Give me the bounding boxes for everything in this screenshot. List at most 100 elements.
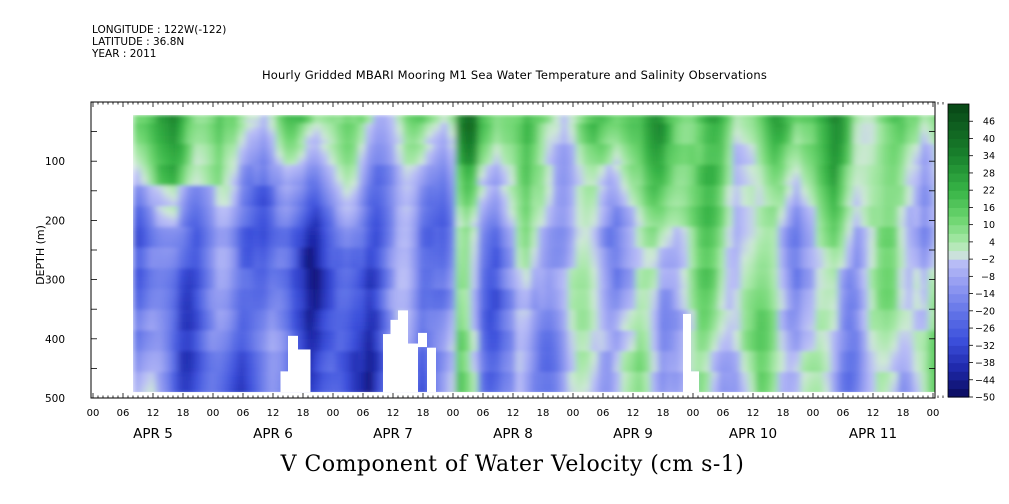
colorbar-band xyxy=(948,155,969,165)
colorbar-band xyxy=(948,224,969,234)
colorbar-band xyxy=(948,198,969,209)
y-tick-label: 400 xyxy=(45,334,65,346)
x-tick-label: 12 xyxy=(867,408,880,419)
y-tick-label: 100 xyxy=(45,156,65,168)
colorbar-band xyxy=(948,241,969,252)
colorbar-tick-label: 16 xyxy=(983,203,995,214)
colorbar-band xyxy=(948,121,969,131)
colorbar-tick-label: −50 xyxy=(975,393,995,404)
y-axis-label: DEPTH (m) xyxy=(34,225,47,285)
chart-title: Hourly Gridded MBARI Mooring M1 Sea Wate… xyxy=(261,68,768,82)
chart-caption: V Component of Water Velocity (cm s-1) xyxy=(280,452,745,477)
colorbar-band xyxy=(948,353,969,364)
colorbar-band xyxy=(948,112,969,122)
x-tick-label: 12 xyxy=(387,408,400,419)
y-tick-label: 200 xyxy=(45,215,65,227)
colorbar-tick-label: −2 xyxy=(981,255,995,266)
x-tick-label: 06 xyxy=(837,408,850,419)
colorbar-tick-label: 28 xyxy=(983,168,995,179)
colorbar-band xyxy=(948,207,969,217)
day-label: APR 6 xyxy=(253,426,293,442)
colorbar-band xyxy=(948,284,969,295)
colorbar-band xyxy=(948,181,969,191)
colorbar-frame xyxy=(947,103,970,398)
x-tick-label: 06 xyxy=(237,408,250,419)
x-tick-label: 18 xyxy=(897,408,910,419)
colorbar-band xyxy=(948,328,969,338)
colorbar-band xyxy=(948,267,969,277)
x-tick-label: 00 xyxy=(927,408,940,419)
day-label: APR 11 xyxy=(849,426,897,442)
x-tick-label: 00 xyxy=(687,408,700,419)
x-tick-label: 00 xyxy=(807,408,820,419)
day-label: APR 5 xyxy=(133,426,173,442)
day-label: APR 10 xyxy=(729,426,777,442)
year-text: YEAR : 2011 xyxy=(92,48,157,60)
colorbar-tick-label: 22 xyxy=(983,186,995,197)
colorbar-tick-label: −20 xyxy=(975,306,995,317)
colorbar-band xyxy=(948,164,969,174)
colorbar-band xyxy=(948,138,969,148)
x-tick-label: 06 xyxy=(357,408,370,419)
colorbar-band xyxy=(948,319,969,329)
x-tick-label: 06 xyxy=(717,408,730,419)
y-tick-label: 300 xyxy=(45,275,65,287)
colorbar-band xyxy=(948,388,969,398)
colorbar-tick-label: 46 xyxy=(983,117,995,128)
x-tick-label: 06 xyxy=(597,408,610,419)
x-tick-label: 00 xyxy=(567,408,580,419)
colorbar-band xyxy=(948,379,969,389)
colorbar-band xyxy=(948,147,969,157)
day-label: APR 7 xyxy=(373,426,413,442)
x-tick-label: 18 xyxy=(537,408,550,419)
colorbar-tick-label: 4 xyxy=(989,237,995,248)
colorbar-tick-label: −8 xyxy=(981,272,995,283)
day-label: APR 9 xyxy=(613,426,653,442)
colorbar-band xyxy=(948,250,969,260)
x-tick-label: 18 xyxy=(657,408,670,419)
colorbar-tick-label: 40 xyxy=(983,134,995,145)
colorbar-band xyxy=(948,310,969,321)
colorbar-band xyxy=(948,172,969,183)
colorbar-band xyxy=(948,233,969,243)
colorbar-tick-label: −32 xyxy=(975,341,995,352)
colorbar-band xyxy=(948,216,969,226)
axes: 00 06 12 18 00 06 12 18 00 06 12 18 00 06 12 18 00 06 12 18… xyxy=(45,101,944,442)
x-tick-label: 12 xyxy=(627,408,640,419)
colorbar-tick-label: −38 xyxy=(975,358,995,369)
colorbar-band xyxy=(948,104,969,114)
colorbar-tick-label: −44 xyxy=(975,375,995,386)
x-tick-label: 00 xyxy=(87,408,100,419)
heatmap-field xyxy=(133,115,935,394)
colorbar-band xyxy=(948,259,969,269)
latitude-text: LATITUDE : 36.8N xyxy=(92,36,185,48)
colorbar-tick-label: 34 xyxy=(983,151,995,162)
x-tick-label: 00 xyxy=(207,408,220,419)
x-tick-label: 12 xyxy=(747,408,760,419)
colorbar-band xyxy=(948,293,969,303)
x-tick-label: 00 xyxy=(327,408,340,419)
x-tick-label: 12 xyxy=(147,408,160,419)
x-tick-label: 00 xyxy=(447,408,460,419)
colorbar-band xyxy=(948,345,969,355)
x-tick-label: 06 xyxy=(477,408,490,419)
day-label: APR 8 xyxy=(493,426,533,442)
longitude-text: LONGITUDE : 122W(-122) xyxy=(92,24,227,36)
x-tick-label: 18 xyxy=(297,408,310,419)
colorbar-band xyxy=(948,371,969,381)
colorbar: 46 40 34 28 22 16 10 4 −2 −8 −14 −20 −26 −32 −38 −44 −50 xyxy=(947,103,995,404)
plot-area xyxy=(91,102,935,398)
colorbar-band xyxy=(948,276,969,286)
colorbar-band xyxy=(948,129,969,140)
x-tick-label: 18 xyxy=(417,408,430,419)
colorbar-band xyxy=(948,302,969,312)
x-tick-label: 06 xyxy=(117,408,130,419)
y-tick-label: 500 xyxy=(45,393,65,405)
x-tick-label: 18 xyxy=(177,408,190,419)
x-tick-label: 12 xyxy=(267,408,280,419)
colorbar-tick-label: 10 xyxy=(983,220,995,231)
colorbar-band xyxy=(948,362,969,372)
colorbar-tick-label: −26 xyxy=(975,324,995,335)
colorbar-band xyxy=(948,190,969,200)
